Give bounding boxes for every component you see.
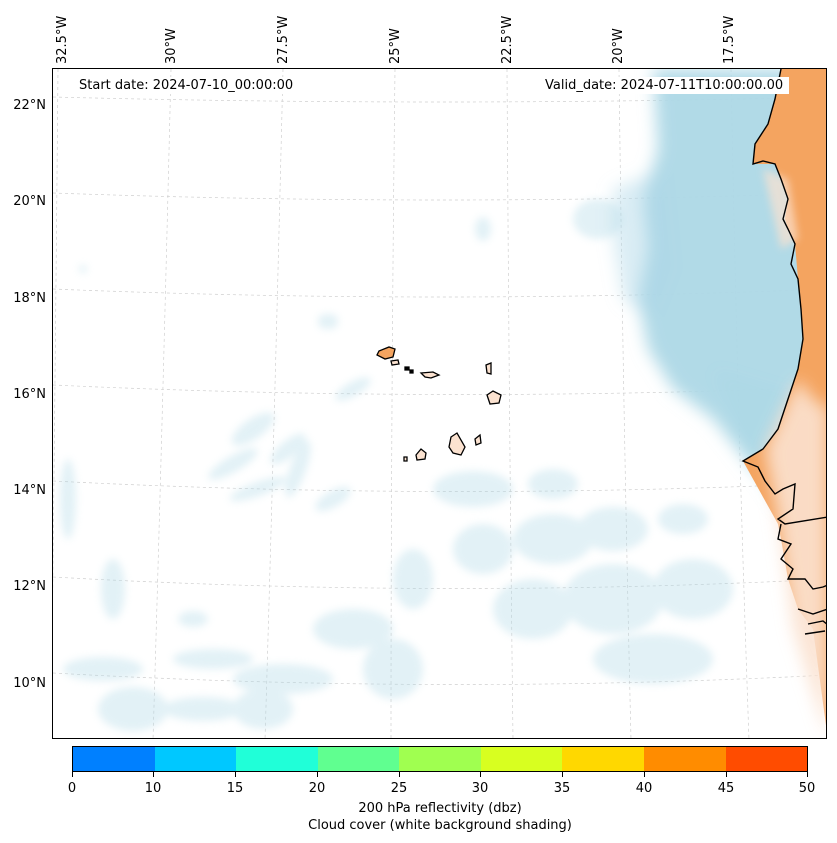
colorbar-tick-label-10: 10 — [144, 781, 162, 796]
lon-label-20w: 20°W — [611, 28, 626, 64]
colorbar-segment-15-20 — [236, 747, 318, 771]
cloud-cover-scattered — [60, 199, 733, 731]
lat-label-12n: 12°N — [13, 579, 46, 594]
lon-label-25w: 25°W — [388, 28, 403, 64]
colorbar-tick-label-20: 20 — [308, 781, 326, 796]
colorbar-tick-label-40: 40 — [635, 781, 653, 796]
colorbar-segment-35-40 — [562, 747, 644, 771]
colorbar-title: 200 hPa reflectivity (dbz) — [358, 801, 522, 816]
lat-label-18n: 18°N — [13, 291, 46, 306]
lon-label-30w: 30°W — [164, 28, 179, 64]
colorbar-segment-10-15 — [154, 747, 237, 771]
colorbar-tick-label-15: 15 — [226, 781, 244, 796]
colorbar-segment-0-10 — [73, 747, 155, 771]
lat-label-10n: 10°N — [13, 676, 46, 691]
colorbar-tick — [317, 772, 318, 777]
colorbar-tick — [562, 772, 563, 777]
colorbar-segment-25-30 — [399, 747, 481, 771]
map-canvas[interactable] — [53, 69, 827, 739]
lat-label-14n: 14°N — [13, 483, 46, 498]
valid-date-label: Valid_date: 2024-07-11T10:00:00.00 — [539, 77, 790, 94]
colorbar-tick — [480, 772, 481, 777]
colorbar-segment-45-50 — [725, 747, 808, 771]
lon-label-22-5w: 22.5°W — [500, 15, 515, 64]
coastline — [741, 69, 826, 635]
colorbar-tick — [726, 772, 727, 777]
colorbar-tick-label-25: 25 — [390, 781, 408, 796]
colorbar-tick-label-50: 50 — [798, 781, 816, 796]
colorbar-segment-40-45 — [643, 747, 726, 771]
colorbar-tick-label-35: 35 — [553, 781, 571, 796]
lat-label-20n: 20°N — [13, 194, 46, 209]
colorbar-tick — [644, 772, 645, 777]
lon-label-17-5w: 17.5°W — [722, 15, 737, 64]
lat-label-16n: 16°N — [13, 387, 46, 402]
cape-verde-islands — [376, 346, 502, 462]
lon-label-27-5w: 27.5°W — [276, 15, 291, 64]
lat-label-22n: 22°N — [13, 98, 46, 113]
colorbar-segment-30-35 — [480, 747, 563, 771]
colorbar-tick-label-45: 45 — [717, 781, 735, 796]
colorbar-tick-label-0: 0 — [67, 781, 77, 796]
colorbar-tick — [153, 772, 154, 777]
colorbar-tick — [72, 772, 73, 777]
colorbar-tick — [235, 772, 236, 777]
lon-label-32-5w: 32.5°W — [55, 15, 70, 64]
land-africa — [743, 69, 826, 734]
start-date-label: Start date: 2024-07-10_00:00:00 — [73, 77, 300, 94]
colorbar-subtitle: Cloud cover (white background shading) — [308, 818, 572, 833]
colorbar — [72, 746, 808, 772]
colorbar-tick-label-30: 30 — [471, 781, 489, 796]
colorbar-segment-20-25 — [317, 747, 400, 771]
colorbar-tick — [399, 772, 400, 777]
map-panel[interactable] — [52, 68, 827, 739]
colorbar-tick — [807, 772, 808, 777]
